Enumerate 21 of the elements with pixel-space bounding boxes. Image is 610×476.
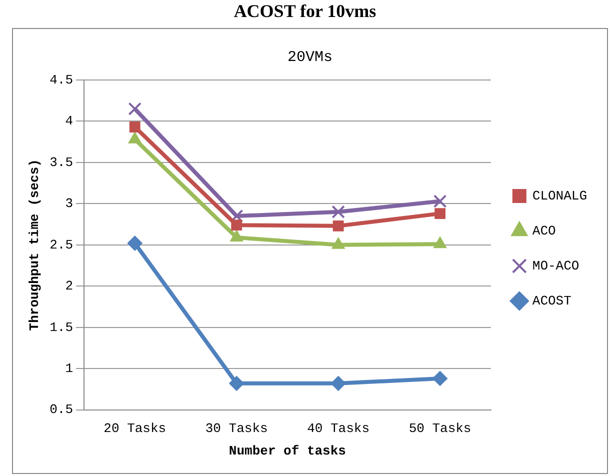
legend-label: CLONALG [532, 188, 587, 204]
legend-label: ACO [532, 223, 556, 238]
chart-title: 20VMs [287, 48, 333, 66]
y-tick-label: 2 [65, 278, 74, 294]
x-axis-title: Number of tasks [228, 443, 346, 458]
y-axis-title: Throughput time (secs) [27, 159, 42, 331]
x-tick-label: 50 Tasks [408, 421, 472, 436]
x-tick-label: 30 Tasks [205, 421, 268, 436]
y-tick-label: 3.5 [50, 154, 74, 170]
text: ACOST for 10vms [232, 0, 378, 23]
y-tick-label: 4 [65, 114, 74, 129]
legend-label: ACOST [532, 293, 572, 308]
y-tick-label: 1.5 [50, 320, 74, 335]
y-tick-label: 3 [65, 196, 74, 212]
x-tick-label: 20 Tasks [104, 421, 166, 436]
legend-label: MO-ACO [532, 258, 580, 274]
y-tick-label: 4.5 [50, 72, 74, 88]
y-tick-label: 1 [65, 361, 74, 376]
y-tick-label: 2.5 [50, 237, 74, 252]
y-tick-label: 0.5 [50, 402, 74, 418]
x-tick-label: 40 Tasks [307, 421, 370, 436]
